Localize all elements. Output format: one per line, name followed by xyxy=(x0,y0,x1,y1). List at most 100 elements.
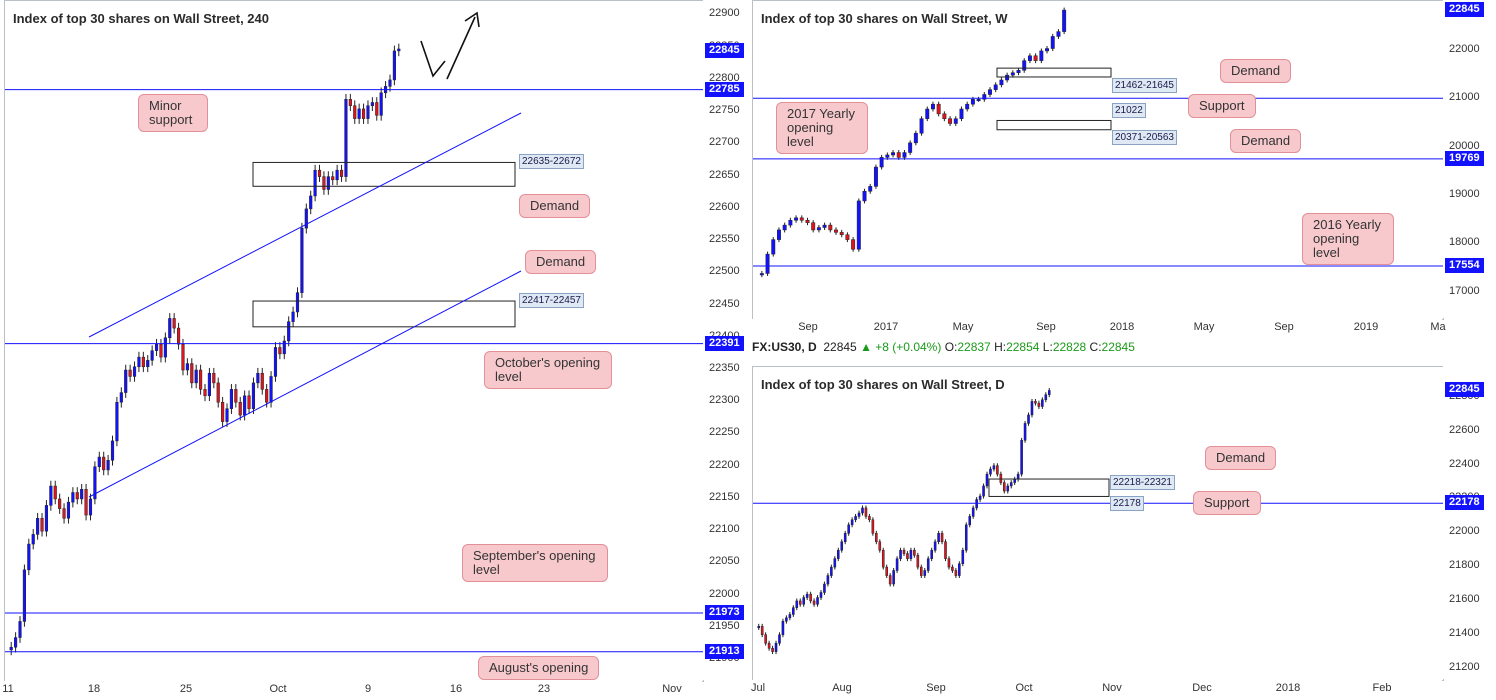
ohlc-info-bar: FX:US30, D 22845 ▲ +8 (+0.04%) O:22837 H… xyxy=(752,340,1135,354)
weekly-candle xyxy=(765,253,770,274)
h4-candle xyxy=(207,372,211,397)
h4-candle xyxy=(97,456,101,467)
weekly-candle xyxy=(931,103,935,110)
daily-candle xyxy=(1003,482,1006,492)
h4-candle xyxy=(229,389,233,409)
daily-candle xyxy=(985,473,989,487)
price-axis-daily[interactable]: 2120021400216002180022000222002240022600… xyxy=(1443,366,1496,679)
h4-xtick: 16 xyxy=(449,683,463,695)
h4-candle xyxy=(278,347,282,355)
h4-candle xyxy=(190,363,194,384)
daily-candle xyxy=(958,563,961,576)
daily-candle xyxy=(881,549,885,568)
daily-xtick: 2018 xyxy=(1275,682,1301,694)
weekly-candle xyxy=(828,224,833,231)
weekly-xtick: Sep xyxy=(798,321,818,333)
callout-demand-lower: Demand xyxy=(525,250,597,274)
h4-candle xyxy=(172,318,176,329)
h4-candle xyxy=(132,366,137,377)
zone-label-20371-20563: 20371-20563 xyxy=(1112,130,1177,145)
daily-candle xyxy=(895,558,899,571)
weekly-candle xyxy=(873,166,878,187)
weekly-candle xyxy=(970,99,975,105)
h4-candle xyxy=(291,311,295,322)
daily-candle xyxy=(878,541,882,551)
symbol-label: FX:US30, D xyxy=(752,340,817,354)
daily-xtick: Dec xyxy=(1192,682,1212,694)
zone-label-21462-21645: 21462-21645 xyxy=(1112,78,1177,93)
weekly-candle xyxy=(1062,9,1067,32)
daily-candle xyxy=(1016,473,1020,480)
daily-candle xyxy=(1023,423,1027,441)
weekly-candle xyxy=(879,157,884,168)
daily-candle xyxy=(1013,478,1016,483)
callout-2016-yearly: 2016 Yearly opening level xyxy=(1302,213,1394,265)
chart-240[interactable]: Index of top 30 shares on Wall Street, 2… xyxy=(4,0,704,682)
weekly-ytick: 18000 xyxy=(1449,236,1480,249)
time-axis-240[interactable]: 11 18 25 Oct 9 16 23 Nov xyxy=(2,681,702,699)
weekly-candle xyxy=(771,239,776,255)
low-value: 22828 xyxy=(1052,340,1087,354)
time-axis-daily[interactable]: Jul Aug Sep Oct Nov Dec 2018 Feb xyxy=(751,680,1442,698)
weekly-xtick: May xyxy=(1193,321,1215,333)
h4-candle xyxy=(44,505,49,532)
weekly-xtick: May xyxy=(952,321,974,333)
weekly-candle xyxy=(902,152,907,158)
daily-candle xyxy=(847,524,850,534)
h4-candle xyxy=(58,498,62,509)
daily-candle xyxy=(996,465,999,475)
price-axis-240[interactable]: 2190021950220002205022100221502220022250… xyxy=(703,0,748,680)
daily-candle xyxy=(1034,401,1037,404)
daily-candle xyxy=(816,597,819,605)
h4-candle xyxy=(115,401,119,442)
h4-candle xyxy=(163,337,167,358)
h4-ytick: 22050 xyxy=(709,555,740,568)
weekly-xtick: 2017 xyxy=(873,321,899,333)
arrow-up-head xyxy=(464,11,480,28)
daily-candle xyxy=(785,617,788,622)
h4-candle xyxy=(14,637,18,648)
daily-candle xyxy=(937,533,940,543)
h4-ytick: 21950 xyxy=(709,619,740,632)
zone-label-22635-22672: 22635-22672 xyxy=(519,154,584,169)
chart-weekly[interactable]: Index of top 30 shares on Wall Street, W xyxy=(752,0,1444,320)
h4-candle xyxy=(199,369,203,390)
h4-ytick: 22500 xyxy=(709,265,740,278)
h4-candle xyxy=(370,102,374,106)
daily-candle xyxy=(923,570,927,576)
daily-candle xyxy=(857,512,861,517)
weekly-candle xyxy=(868,186,873,192)
weekly-candle xyxy=(822,224,827,228)
h4-candle xyxy=(379,92,383,116)
price-axis-weekly[interactable]: 17000 18000 19000 20000 21000 22000 19769 17554… xyxy=(1443,0,1496,318)
daily-candle xyxy=(854,516,857,521)
daily-xtick: Feb xyxy=(1372,682,1392,694)
daily-candle xyxy=(899,549,902,559)
daily-candle xyxy=(788,614,792,619)
weekly-candle xyxy=(1045,48,1049,52)
daily-candle xyxy=(920,566,923,576)
h4-candle xyxy=(335,169,339,181)
h4-candle xyxy=(36,518,40,535)
h4-candle xyxy=(251,382,256,409)
time-axis-weekly[interactable]: Sep 2017 May Sep 2018 May Sep 2019 Ma xyxy=(752,319,1446,337)
h4-candle xyxy=(49,485,53,506)
callout-weekly-demand-upper: Demand xyxy=(1220,59,1292,83)
daily-candles xyxy=(757,387,1051,655)
daily-candle xyxy=(771,648,774,652)
daily-candle xyxy=(926,558,930,571)
h4-level-tag: 22785 xyxy=(705,81,744,97)
weekly-level-tag: 17554 xyxy=(1445,258,1484,274)
weekly-candle xyxy=(845,234,850,240)
daily-candle xyxy=(982,485,985,497)
h4-candle xyxy=(88,498,93,516)
weekly-candle xyxy=(799,217,804,221)
channel-lower-line xyxy=(88,270,522,498)
callout-daily-demand: Demand xyxy=(1205,446,1277,470)
h4-candle xyxy=(110,440,115,461)
daily-candle xyxy=(843,533,847,543)
chart-daily[interactable]: Index of top 30 shares on Wall Street, D xyxy=(752,366,1444,681)
open-value: 22837 xyxy=(957,340,991,354)
daily-candle xyxy=(774,642,778,652)
weekly-candle xyxy=(976,99,981,102)
